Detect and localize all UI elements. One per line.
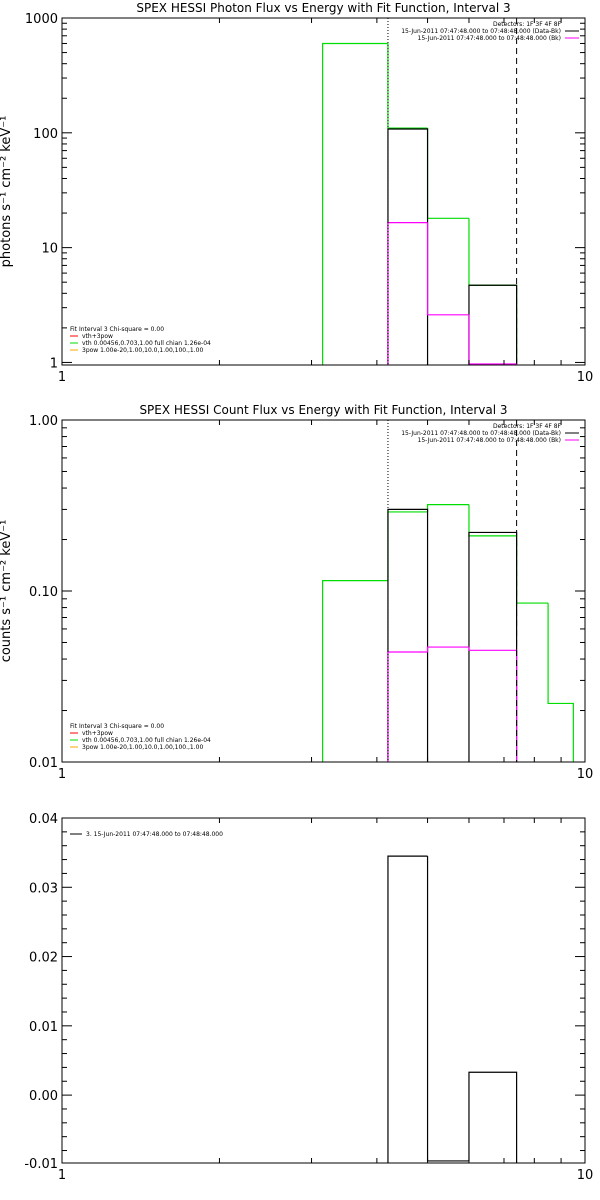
y-tick-label: 100 <box>33 127 58 142</box>
plot-frame <box>61 17 586 366</box>
series-3-bin-2 <box>426 222 469 316</box>
legend-bottom-left-entry: vth+3pow <box>82 730 113 737</box>
legend-bottom-left-entry: 3pow 1.00e-20,1.00,10.0,1.00,100.,1.00 <box>82 744 203 751</box>
x-tick-label: 1 <box>58 767 66 782</box>
series-1-bin-3 <box>426 128 469 219</box>
series-1-bin-6 <box>547 603 574 762</box>
legend-top-left-entry: 3. 15-Jun-2011 07:47:48.000 to 07:48:48.… <box>86 831 223 838</box>
series-3-bin-3 <box>468 647 518 762</box>
legend-top-right-entry: Detectors: 1F 3F 4F 8F <box>493 21 562 28</box>
x-tick-label: 10 <box>577 1168 594 1183</box>
y-tick-label: 0.01 <box>29 756 58 771</box>
series-1-bin-5 <box>516 535 549 604</box>
y-tick-label: 0.03 <box>29 881 58 896</box>
series-1-bin-4 <box>468 218 518 365</box>
series-1-bin-3 <box>426 504 469 512</box>
plot-frame <box>61 817 586 1164</box>
y-tick-label: 1.00 <box>29 414 58 429</box>
series-1-bin-1 <box>322 580 388 762</box>
series-1-bin-2 <box>426 856 469 1162</box>
y-tick-label: 1000 <box>25 12 58 27</box>
x-tick-label: 1 <box>58 1168 66 1183</box>
chart-panel-3: 1 10 -0.01 0.00 0.01 0.02 0.03 0.04 3. 15-Jun-20… <box>24 812 593 1183</box>
legend-bottom-left-entry: vth 0.00456,0.703,1.00 full chian 1.26e-… <box>82 737 211 744</box>
series-2-bin-2 <box>468 531 518 762</box>
y-tick-label: 0.01 <box>29 1020 58 1035</box>
series-1-bin-2 <box>387 43 428 129</box>
series-1-bin-1 <box>387 855 428 1163</box>
series-3-bin-3 <box>468 314 518 365</box>
x-tick-label: 10 <box>577 767 594 782</box>
y-tick-label: 0.10 <box>29 585 58 600</box>
chart-title: SPEX HESSI Photon Flux vs Energy with Fi… <box>136 1 510 15</box>
legend-bottom-left-entry: vth+3pow <box>82 333 113 340</box>
legend-bottom-left-entry: Fit Interval 3 Chi-square = 0.00 <box>70 326 164 333</box>
legend-top-right-entry: 15-Jun-2011 07:47:48.000 to 07:48:48.000… <box>401 28 561 35</box>
chart-panel-2: SPEX HESSI Count Flux vs Energy with Fit… <box>0 403 593 782</box>
series-1-bin-3 <box>468 1071 518 1163</box>
series-2-bin-1 <box>387 128 429 365</box>
series-2-bin-2 <box>468 284 518 365</box>
plot-frame <box>61 419 586 763</box>
legend-top-right-entry: 15-Jun-2011 07:47:48.000 to 07:48:48.000… <box>401 430 561 437</box>
legend-bottom-left-entry: 3pow 1.00e-20,1.00,10.0,1.00,100.,1.00 <box>82 347 203 354</box>
series-3-bin-1 <box>387 222 428 365</box>
legend-top-right-entry: Detectors: 1F 3F 4F 8F <box>493 423 562 430</box>
x-tick-label: 1 <box>58 370 66 385</box>
y-tick-label: 0.02 <box>29 951 58 966</box>
series-2-bin-1 <box>387 508 429 762</box>
legend-bottom-left-entry: vth 0.00456,0.703,1.00 full chian 1.26e-… <box>82 340 211 347</box>
chart-panel-1: SPEX HESSI Photon Flux vs Energy with Fi… <box>0 1 593 385</box>
series-3-bin-1 <box>387 651 428 762</box>
y-tick-label: 1 <box>50 356 58 371</box>
y-tick-label: 0.00 <box>29 1089 58 1104</box>
x-tick-label: 10 <box>577 370 594 385</box>
legend-bottom-left-entry: Fit Interval 3 Chi-square = 0.00 <box>70 723 164 730</box>
series-1-bin-4 <box>468 504 517 537</box>
y-axis-label: photons s⁻¹ cm⁻² keV⁻¹ <box>0 116 14 268</box>
y-axis-label: counts s⁻¹ cm⁻² keV⁻¹ <box>0 520 14 663</box>
chart-title: SPEX HESSI Count Flux vs Energy with Fit… <box>139 403 507 417</box>
legend-top-right-entry: 15-Jun-2011 07:47:48.000 to 07:48:48.000… <box>418 35 561 42</box>
legend-top-right-entry: 15-Jun-2011 07:47:48.000 to 07:48:48.000… <box>418 437 561 444</box>
y-tick-label: 10 <box>41 242 58 257</box>
series-1-bin-2 <box>387 511 428 581</box>
series-3-bin-2 <box>426 646 469 652</box>
series-1-bin-1 <box>322 42 388 365</box>
y-tick-label: -0.01 <box>24 1157 58 1172</box>
y-tick-label: 0.04 <box>29 812 58 827</box>
